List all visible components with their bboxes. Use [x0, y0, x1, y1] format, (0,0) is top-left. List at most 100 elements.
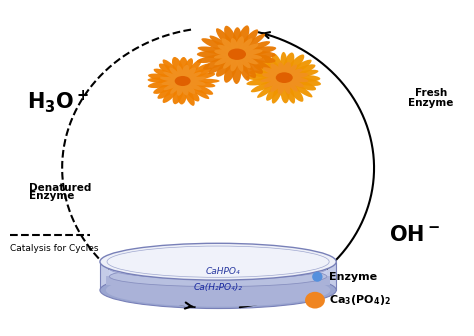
Ellipse shape — [147, 78, 179, 83]
Polygon shape — [100, 262, 336, 290]
Ellipse shape — [185, 82, 213, 95]
Ellipse shape — [246, 77, 282, 85]
Text: Enzyme: Enzyme — [408, 98, 454, 108]
Ellipse shape — [240, 34, 265, 52]
Ellipse shape — [163, 82, 182, 103]
Ellipse shape — [109, 266, 327, 287]
Ellipse shape — [235, 38, 253, 56]
Text: $\mathbf{Ca_3(PO_4)_2}$: $\mathbf{Ca_3(PO_4)_2}$ — [329, 293, 391, 307]
Ellipse shape — [283, 76, 309, 82]
Ellipse shape — [181, 81, 189, 95]
Ellipse shape — [164, 80, 184, 90]
Ellipse shape — [163, 59, 182, 79]
Ellipse shape — [283, 77, 291, 94]
Ellipse shape — [180, 65, 189, 82]
Ellipse shape — [159, 64, 180, 79]
Ellipse shape — [243, 51, 276, 58]
Ellipse shape — [214, 49, 236, 56]
Ellipse shape — [100, 243, 336, 280]
Ellipse shape — [235, 49, 263, 56]
Ellipse shape — [100, 272, 336, 308]
Ellipse shape — [241, 55, 271, 70]
Ellipse shape — [179, 57, 188, 77]
Ellipse shape — [223, 54, 237, 69]
Ellipse shape — [172, 57, 184, 78]
Ellipse shape — [305, 292, 325, 308]
Ellipse shape — [208, 56, 234, 74]
Ellipse shape — [163, 72, 184, 82]
Ellipse shape — [236, 44, 258, 55]
Ellipse shape — [186, 68, 212, 80]
Ellipse shape — [184, 64, 210, 80]
Ellipse shape — [148, 74, 179, 82]
Ellipse shape — [184, 85, 200, 101]
Ellipse shape — [290, 70, 319, 78]
Ellipse shape — [177, 81, 184, 96]
Ellipse shape — [281, 81, 290, 103]
Ellipse shape — [109, 259, 327, 279]
Text: $\mathbf{OH^-}$: $\mathbf{OH^-}$ — [389, 225, 440, 245]
Ellipse shape — [184, 82, 210, 99]
Ellipse shape — [216, 58, 234, 77]
Ellipse shape — [284, 80, 295, 103]
Ellipse shape — [161, 80, 183, 85]
Ellipse shape — [285, 80, 303, 102]
Ellipse shape — [203, 55, 233, 70]
Polygon shape — [109, 269, 327, 277]
Ellipse shape — [181, 77, 206, 82]
Ellipse shape — [188, 80, 215, 87]
Ellipse shape — [270, 77, 286, 92]
Text: Enzyme: Enzyme — [29, 192, 74, 202]
Ellipse shape — [243, 41, 270, 53]
Ellipse shape — [153, 82, 179, 94]
Ellipse shape — [201, 38, 235, 54]
Polygon shape — [106, 277, 330, 285]
Ellipse shape — [238, 29, 258, 52]
Ellipse shape — [214, 53, 240, 65]
Ellipse shape — [258, 60, 280, 75]
Ellipse shape — [282, 62, 291, 78]
Ellipse shape — [283, 77, 304, 87]
Ellipse shape — [276, 72, 293, 83]
Ellipse shape — [288, 77, 321, 86]
Ellipse shape — [169, 67, 184, 82]
Ellipse shape — [251, 78, 282, 92]
Ellipse shape — [182, 72, 201, 82]
Ellipse shape — [198, 46, 233, 55]
Ellipse shape — [241, 57, 263, 74]
Ellipse shape — [182, 58, 193, 77]
Ellipse shape — [197, 50, 233, 58]
Ellipse shape — [284, 65, 297, 77]
Ellipse shape — [173, 85, 184, 104]
Ellipse shape — [237, 54, 251, 68]
Text: Fresh: Fresh — [415, 88, 447, 98]
Ellipse shape — [224, 56, 238, 83]
Ellipse shape — [246, 74, 281, 81]
Ellipse shape — [232, 56, 242, 84]
Ellipse shape — [241, 46, 276, 55]
Ellipse shape — [185, 79, 219, 83]
Ellipse shape — [228, 48, 246, 60]
Ellipse shape — [236, 53, 258, 65]
Ellipse shape — [264, 77, 286, 88]
Text: Enzyme: Enzyme — [329, 272, 377, 282]
Ellipse shape — [216, 28, 237, 53]
Ellipse shape — [283, 77, 298, 92]
Ellipse shape — [214, 53, 237, 58]
Text: CaHPO₄: CaHPO₄ — [206, 267, 240, 276]
Ellipse shape — [224, 26, 238, 52]
Ellipse shape — [290, 75, 320, 82]
Ellipse shape — [249, 71, 279, 78]
Ellipse shape — [233, 27, 242, 50]
Ellipse shape — [289, 79, 316, 90]
Ellipse shape — [241, 53, 275, 63]
Ellipse shape — [260, 77, 286, 82]
Ellipse shape — [237, 57, 249, 81]
Ellipse shape — [272, 53, 284, 74]
Ellipse shape — [239, 58, 256, 78]
Ellipse shape — [286, 79, 312, 97]
Ellipse shape — [236, 53, 262, 59]
Ellipse shape — [264, 55, 283, 76]
Ellipse shape — [221, 38, 239, 56]
Ellipse shape — [285, 54, 304, 76]
